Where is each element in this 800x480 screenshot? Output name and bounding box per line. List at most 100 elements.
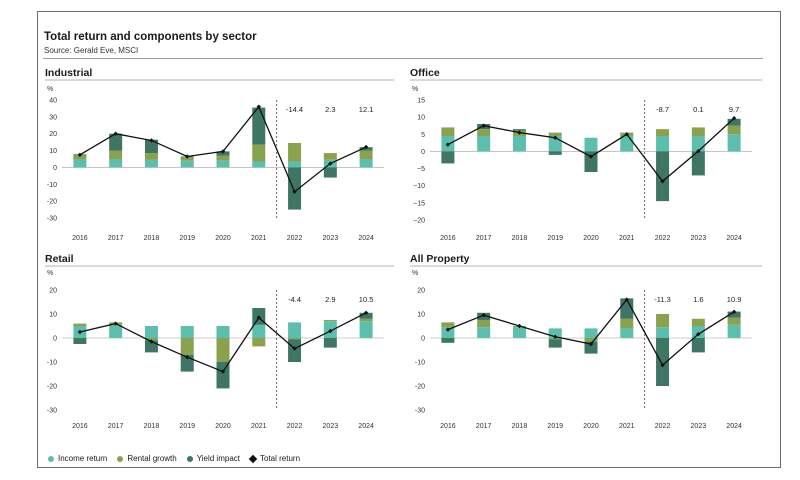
bar-yield-2016 [441, 338, 455, 343]
x-tick-label: 2016 [440, 235, 456, 242]
bar-yield-2024 [727, 118, 741, 126]
x-tick-label: 2021 [251, 235, 267, 242]
x-tick-label: 2016 [440, 423, 456, 430]
y-tick-label: 20 [49, 131, 57, 138]
y-unit-label: % [412, 270, 418, 277]
x-tick-label: 2022 [655, 235, 671, 242]
legend-item-rental: Rental growth [117, 454, 177, 463]
annotation-label-2023: 2.9 [325, 295, 335, 304]
bar-income-2024 [359, 321, 373, 338]
legend-label-total: Total return [260, 454, 301, 463]
bar-rental-2022 [288, 338, 302, 340]
bar-rental-2021 [252, 144, 266, 162]
bar-income-2017 [109, 324, 123, 338]
annotation-label-2024: 9.7 [729, 105, 739, 114]
total-return-point-2018 [149, 339, 154, 344]
y-tick-label: 10 [417, 312, 425, 319]
x-tick-label: 2020 [215, 235, 231, 242]
bar-income-2020 [584, 328, 598, 338]
y-tick-label: 5 [421, 132, 425, 139]
x-tick-label: 2019 [179, 423, 195, 430]
x-tick-label: 2017 [476, 423, 492, 430]
total-return-point-2020 [220, 369, 226, 374]
bar-yield-2016 [441, 151, 455, 164]
x-tick-label: 2019 [547, 235, 563, 242]
bar-yield-2018 [144, 139, 158, 154]
bar-income-2016 [73, 159, 87, 168]
legend: Income return Rental growth Yield impact… [48, 454, 300, 463]
annotation-label-2024: 12.1 [359, 105, 374, 114]
bar-yield-2018 [512, 129, 526, 131]
y-tick-label: −5 [417, 166, 425, 173]
bar-yield-2019 [548, 339, 562, 348]
bar-rental-2017 [109, 150, 123, 159]
bar-yield-2024 [359, 312, 373, 319]
bar-rental-2022 [288, 142, 302, 162]
x-tick-label: 2023 [323, 423, 339, 430]
bar-income-2021 [620, 328, 634, 338]
bar-income-2021 [252, 324, 266, 338]
total-return-point-2017 [481, 123, 486, 128]
total-return-point-2023 [328, 328, 333, 334]
x-tick-label: 2017 [108, 423, 124, 430]
bar-income-2016 [441, 327, 455, 338]
bar-income-2024 [727, 324, 741, 338]
y-tick-label: −15 [413, 200, 425, 207]
x-tick-label: 2016 [72, 235, 88, 242]
legend-label-rental: Rental growth [127, 454, 177, 463]
bar-rental-2021 [252, 338, 266, 347]
x-tick-label: 2023 [323, 235, 339, 242]
bar-rental-2016 [441, 322, 455, 328]
annotation-label-2023: 1.6 [693, 295, 703, 304]
legend-label-income: Income return [58, 454, 108, 463]
total-return-point-2023 [696, 331, 701, 337]
panel-title-office: Office [410, 67, 440, 79]
total-return-point-2016 [77, 329, 83, 335]
y-unit-label: % [47, 270, 53, 277]
bar-yield-2024 [727, 311, 741, 318]
legend-item-income: Income return [48, 454, 107, 463]
total-return-point-2017 [481, 313, 486, 318]
bar-yield-2023 [691, 338, 705, 353]
x-tick-label: 2018 [144, 423, 160, 430]
bar-income-2024 [359, 159, 373, 168]
bar-income-2018 [144, 159, 158, 168]
total-return-point-2018 [517, 323, 522, 329]
y-tick-label: 10 [49, 312, 57, 319]
bar-rental-2016 [441, 127, 455, 136]
bar-rental-2019 [180, 157, 194, 161]
bar-rental-2020 [584, 338, 598, 342]
x-tick-label: 2023 [691, 423, 707, 430]
bar-rental-2023 [691, 127, 705, 136]
y-tick-label: -20 [47, 384, 57, 391]
x-tick-label: 2024 [726, 423, 742, 430]
panel-title-retail: Retail [45, 253, 74, 265]
bar-rental-2019 [180, 338, 194, 355]
total-return-point-2020 [588, 341, 594, 347]
bar-rental-2021 [620, 318, 634, 329]
bar-income-2019 [180, 160, 194, 168]
legend-swatch-income [48, 455, 54, 462]
y-tick-label: -10 [415, 360, 425, 367]
bar-income-2017 [477, 136, 491, 152]
y-tick-label: 30 [49, 114, 57, 121]
bar-yield-2020 [216, 362, 230, 389]
bar-income-2020 [216, 160, 230, 168]
bar-income-2020 [584, 137, 598, 152]
bar-income-2018 [512, 327, 526, 338]
annotation-label-2023: 2.3 [325, 105, 335, 114]
bar-yield-2023 [323, 167, 337, 178]
x-tick-label: 2021 [619, 423, 635, 430]
total-return-point-2020 [588, 154, 594, 159]
total-return-point-2019 [185, 355, 190, 360]
annotation-label-2024: 10.5 [359, 295, 374, 304]
bar-yield-2016 [73, 338, 87, 344]
total-return-point-2017 [113, 321, 118, 326]
x-tick-label: 2024 [358, 423, 374, 430]
legend-diamond-icon [248, 454, 258, 463]
bar-rental-2020 [216, 338, 230, 362]
annotation-label-2023: 0.1 [693, 105, 703, 114]
bar-rental-2024 [727, 317, 741, 325]
bar-income-2022 [656, 136, 670, 152]
